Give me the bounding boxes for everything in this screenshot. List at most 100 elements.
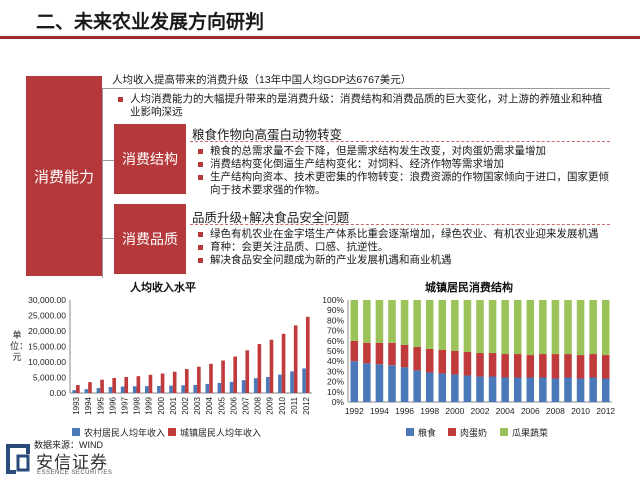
bar-meat <box>451 351 459 375</box>
logo-icon <box>6 444 30 474</box>
bar-fruit <box>501 300 509 355</box>
logo-subtitle: ESSENCE SECURITIES <box>37 470 113 476</box>
bar-urban <box>245 350 250 393</box>
connector-line <box>102 88 103 278</box>
bar-meat <box>350 340 359 362</box>
bar-meat <box>539 354 547 378</box>
x-tick-label: 1994 <box>370 406 389 416</box>
bar-urban <box>269 339 274 393</box>
box-consumption-structure: 消费结构 <box>114 124 186 194</box>
x-tick-label: 2002 <box>181 396 190 414</box>
x-tick-label: 2000 <box>157 396 166 414</box>
title-bar: 二、未来农业发展方向研判 <box>0 0 640 34</box>
structure-divider <box>190 141 610 142</box>
x-tick-label: 2003 <box>193 396 202 414</box>
bar-meat <box>513 354 522 378</box>
bar-grain <box>425 372 434 402</box>
bullet-icon <box>198 258 203 263</box>
bar-grain <box>375 364 384 402</box>
bar-urban <box>281 333 286 393</box>
bar-urban <box>293 325 298 393</box>
x-tick-label: 1998 <box>133 396 142 414</box>
y-tick-label: 50% <box>327 346 344 356</box>
bar-meat <box>425 348 434 373</box>
y-tick-label: 20% <box>327 377 344 387</box>
bar-grain <box>576 378 585 402</box>
bar-rural <box>241 380 246 393</box>
bar-urban <box>233 356 237 393</box>
bar-urban <box>136 376 141 393</box>
bar-rural <box>181 385 185 393</box>
bullet-icon <box>198 162 203 167</box>
quality-heading: 品质升级+解决食品安全问题 <box>192 211 350 225</box>
bar-fruit <box>539 300 547 355</box>
income-chart: 0.00 5,000.00 10,000.00 15,000.00 20,000.00 2… <box>28 295 312 415</box>
bar-meat <box>476 353 484 377</box>
x-tick-label: 1992 <box>345 406 364 416</box>
bar-rural <box>132 386 137 393</box>
bar-fruit <box>476 300 484 354</box>
chart2-title: 城镇居民消费结构 <box>425 282 513 294</box>
bar-fruit <box>564 300 572 355</box>
x-tick-label: 2010 <box>571 406 590 416</box>
bar-grain <box>388 365 396 402</box>
bar-urban <box>112 377 116 393</box>
bar-rural <box>278 374 282 393</box>
bar-meat <box>501 354 509 378</box>
y-tick-label: 20,000.00 <box>28 326 66 336</box>
bar-rural <box>253 378 258 393</box>
legend-urban: 城镇居民人均年收入 <box>180 428 262 438</box>
bar-rural <box>205 383 210 393</box>
x-tick-label: 2005 <box>217 396 226 414</box>
y-tick-label: 0.00 <box>49 388 66 398</box>
bar-meat <box>400 344 409 368</box>
y-tick-label: 70% <box>327 326 344 336</box>
y-tick-label: 90% <box>327 305 344 315</box>
bar-urban <box>76 385 80 393</box>
bar-urban <box>160 373 165 393</box>
bar-grain <box>488 376 497 402</box>
bar-meat <box>438 349 447 374</box>
bar-fruit <box>375 300 384 343</box>
structure-bullet-2: 消费结构变化倒逼生产结构变化：对饲料、经济作物等需求增加 <box>210 158 504 170</box>
bullet-icon <box>198 245 203 250</box>
bar-urban <box>257 344 262 393</box>
chart1-ylabel: 单位：元 <box>10 330 29 362</box>
x-tick-label: 2008 <box>546 406 565 416</box>
x-tick-label: 2002 <box>471 406 490 416</box>
bullet-icon <box>198 149 203 154</box>
legend-swatch-urban <box>168 428 176 436</box>
bar-fruit <box>488 300 497 354</box>
bar-urban <box>197 366 201 393</box>
bar-meat <box>388 342 396 366</box>
x-tick-label: 2009 <box>266 396 275 414</box>
x-tick-label: 2011 <box>290 396 299 414</box>
bar-fruit <box>425 300 434 349</box>
legend-swatch-grain <box>406 428 414 436</box>
quality-divider <box>190 224 610 225</box>
y-tick-label: 10% <box>327 387 344 397</box>
chart1-title: 人均收入水平 <box>130 282 196 294</box>
bar-meat <box>589 354 597 378</box>
bar-rural <box>169 385 173 393</box>
bar-urban <box>305 316 310 393</box>
x-tick-label: 2001 <box>169 396 178 414</box>
bullet-icon <box>118 97 123 102</box>
bullet-icon <box>198 232 203 237</box>
bar-fruit <box>463 300 472 353</box>
bar-grain <box>564 377 572 402</box>
bar-urban <box>148 374 153 393</box>
y-tick-label: 5,000.00 <box>33 373 66 383</box>
bar-urban <box>221 360 225 393</box>
structure-bullet-3: 生产结构向资本、技术更密集的作物转变：浪费资源的作物国家倾向于进口，国家更倾向于… <box>210 171 609 196</box>
legend-meat: 肉蛋奶 <box>460 428 488 438</box>
bar-meat <box>363 342 371 364</box>
bar-meat <box>564 354 572 378</box>
bar-fruit <box>551 300 560 355</box>
connector-line <box>102 238 114 239</box>
y-tick-label: 30% <box>327 366 344 376</box>
bar-grain <box>438 373 447 402</box>
bar-grain <box>476 376 484 402</box>
x-tick-label: 2004 <box>205 396 214 414</box>
logo-name: 安信证券 <box>36 453 108 472</box>
